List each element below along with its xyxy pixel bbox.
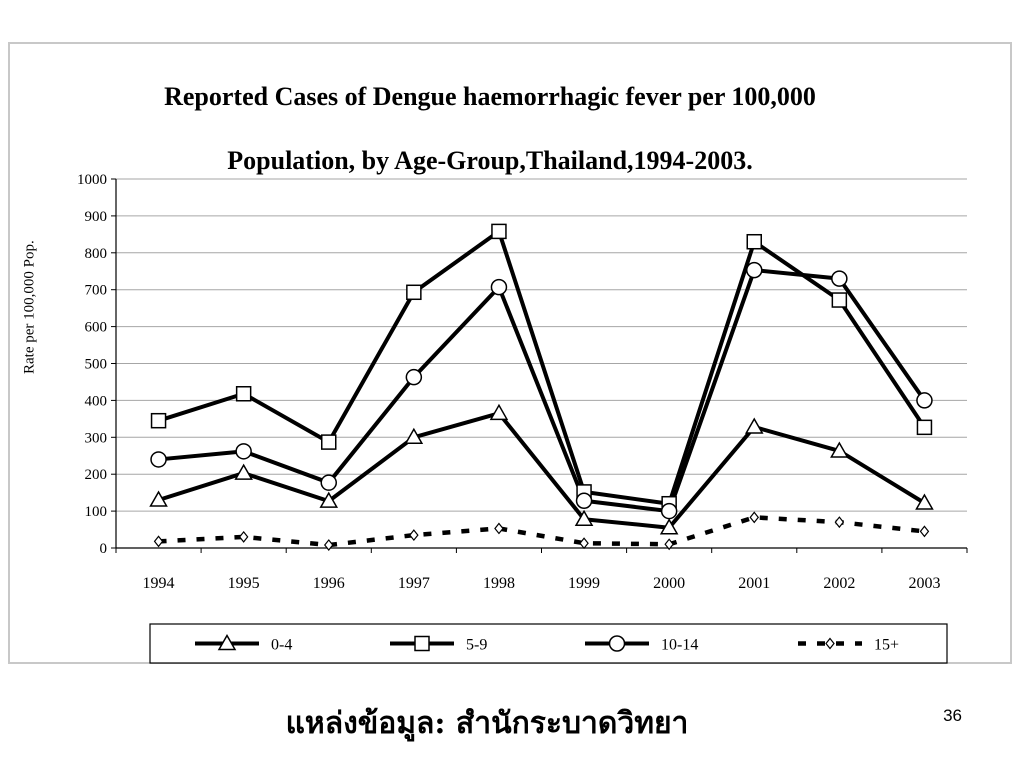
data-point-15+ [323,539,334,552]
y-tick-label: 800 [85,246,108,262]
y-tick-label: 700 [85,283,108,299]
data-point-15+ [153,535,164,548]
data-point-10-14 [660,502,678,520]
x-tick-label: 1997 [398,575,430,592]
data-point-15+ [238,530,249,543]
chart-frame [8,42,1012,664]
series-line-5-9 [157,229,927,506]
x-tick-label: 1995 [228,575,260,592]
data-point-0-4 [319,491,339,508]
data-point-10-14 [746,261,763,279]
y-tick-label: 400 [85,393,108,409]
x-tick-label: 1998 [483,575,515,592]
data-point-0-4 [149,490,168,507]
data-point-10-14 [320,474,337,491]
data-point-5-9 [235,386,252,402]
y-tick-label: 0 [100,541,108,557]
data-point-10-14 [916,392,933,409]
x-tick-label: 1996 [313,575,345,592]
data-point-15+ [664,538,674,551]
y-tick-label: 1000 [77,172,107,188]
legend-label: 10-14 [661,637,698,654]
y-tick-label: 600 [85,320,108,336]
legend-label: 15+ [874,637,899,654]
data-point-15+ [749,511,760,524]
data-point-10-14 [150,451,167,468]
chart-title-line1: Reported Cases of Dengue haemorrhagic fe… [164,82,816,111]
legend-marker-15+ [825,637,835,650]
data-point-5-9 [406,284,422,301]
legend-marker-5-9 [414,635,430,652]
y-tick-label: 500 [85,357,108,373]
x-tick-label: 2003 [908,575,940,592]
x-tick-label: 2000 [653,575,685,592]
data-point-5-9 [150,412,167,429]
data-point-15+ [579,537,589,550]
page-number: 36 [943,706,962,725]
data-point-10-14 [490,278,508,296]
data-point-0-4 [489,403,509,421]
y-tick-label: 200 [85,467,108,483]
legend-marker-10-14 [608,635,626,652]
series-line-10-14 [158,268,927,514]
data-point-15+ [834,516,845,529]
legend-marker-0-4 [217,633,237,651]
data-point-10-14 [575,492,593,510]
x-tick-label: 1994 [143,575,175,592]
legend-box [149,623,948,664]
data-point-15+ [494,522,504,535]
legend-label: 0-4 [271,637,292,654]
chart-title-line2: Population, by Age-Group,Thailand,1994-2… [227,146,753,175]
x-tick-label: 2002 [823,575,855,592]
x-tick-label: 2001 [738,575,770,592]
data-point-15+ [409,529,419,542]
series-line-0-4 [157,411,926,530]
data-point-0-4 [915,493,934,510]
y-tick-label: 900 [85,209,108,225]
series-line-15+ [158,515,925,548]
x-tick-label: 1999 [568,575,600,592]
data-point-5-9 [831,292,848,308]
y-tick-label: 100 [85,504,108,520]
y-tick-label: 300 [85,430,108,446]
data-point-10-14 [405,368,423,386]
data-point-0-4 [830,441,849,458]
data-point-5-9 [916,419,933,436]
legend-label: 5-9 [466,637,487,654]
data-point-0-4 [659,518,679,535]
data-point-5-9 [491,223,507,240]
data-point-0-4 [404,427,424,445]
data-point-0-4 [574,509,594,526]
data-point-5-9 [746,233,762,250]
data-point-5-9 [321,434,337,450]
data-point-10-14 [235,443,252,460]
data-point-0-4 [744,417,764,434]
source-text: แหล่งข้อมูล: สำนักระบาดวิทยา [285,706,689,741]
data-point-15+ [919,525,930,538]
data-point-10-14 [831,270,848,287]
data-point-0-4 [234,463,253,480]
